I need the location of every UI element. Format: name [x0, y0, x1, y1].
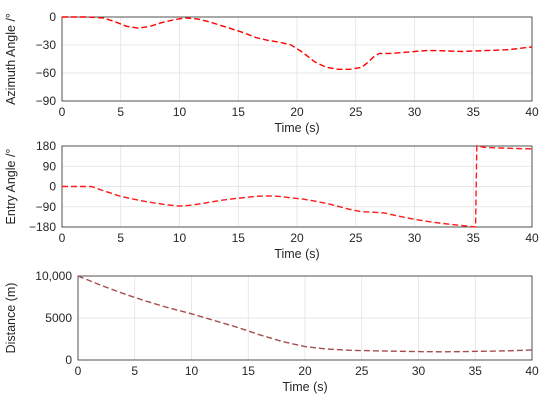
- y-tick-label: −90: [36, 94, 57, 108]
- x-tick-label: 40: [525, 364, 539, 378]
- azimuth-x-axis-label: Time (s): [274, 121, 319, 135]
- x-tick-label: 20: [290, 105, 304, 119]
- x-tick-label: 5: [117, 105, 124, 119]
- x-tick-label: 20: [290, 231, 304, 245]
- x-tick-label: 20: [298, 364, 312, 378]
- x-tick-label: 10: [173, 231, 187, 245]
- x-tick-label: 30: [408, 105, 422, 119]
- azimuth-series: [62, 16, 533, 70]
- azimuth-gridlines: [62, 17, 532, 101]
- distance-y-axis-label: Distance (m): [4, 283, 18, 354]
- x-tick-label: 25: [349, 105, 363, 119]
- y-tick-label: 180: [36, 139, 56, 153]
- y-tick-label: −30: [36, 38, 57, 52]
- y-tick-label: −90: [36, 200, 57, 214]
- distance-x-ticks: 0 5 10 15 20 25 30 35 40: [75, 364, 539, 378]
- series-line: [62, 145, 533, 228]
- x-tick-label: 10: [173, 105, 187, 119]
- x-tick-label: 15: [232, 105, 246, 119]
- azimuth-y-axis-label: Azimuth Angle /°: [4, 13, 18, 105]
- entry-gridlines: [62, 146, 532, 227]
- entry-y-axis-label: Entry Angle /°: [4, 149, 18, 225]
- series-line: [77, 275, 533, 353]
- y-tick-label: 0: [65, 353, 72, 367]
- x-tick-label: 5: [131, 364, 138, 378]
- x-tick-label: 0: [75, 364, 82, 378]
- azimuth-plot-frame: [61, 16, 533, 102]
- y-tick-label: 10,000: [35, 269, 72, 283]
- distance-plot-frame: [77, 275, 533, 361]
- entry-series: [62, 145, 533, 228]
- azimuth-angle-chart: 0 5 10 15 20 25 30 35 40 0 −30 −60 −90 Time (s) Azi…: [4, 10, 539, 135]
- y-tick-label: −60: [36, 66, 57, 80]
- x-tick-label: 0: [59, 231, 66, 245]
- entry-y-ticks: 180 90 0 −90 −180: [29, 139, 56, 234]
- x-tick-label: 25: [355, 364, 369, 378]
- distance-gridlines: [78, 276, 532, 360]
- x-tick-label: 35: [467, 105, 481, 119]
- y-tick-label: 90: [43, 159, 57, 173]
- x-tick-label: 15: [232, 231, 246, 245]
- distance-y-ticks: 10,000 5000 0: [35, 269, 72, 367]
- x-tick-label: 25: [349, 231, 363, 245]
- x-tick-label: 5: [117, 231, 124, 245]
- distance-chart: 0 5 10 15 20 25 30 35 40 10,000 5000 0 Time (s) Di…: [4, 269, 539, 394]
- y-tick-label: 0: [49, 10, 56, 24]
- x-tick-label: 10: [185, 364, 199, 378]
- x-tick-label: 35: [467, 231, 481, 245]
- azimuth-y-ticks: 0 −30 −60 −90: [36, 10, 57, 108]
- x-tick-label: 40: [525, 231, 539, 245]
- y-tick-label: −180: [29, 220, 56, 234]
- azimuth-x-ticks: 0 5 10 15 20 25 30 35 40: [59, 105, 539, 119]
- entry-x-ticks: 0 5 10 15 20 25 30 35 40: [59, 231, 539, 245]
- x-tick-label: 30: [412, 364, 426, 378]
- x-tick-label: 30: [408, 231, 422, 245]
- distance-x-axis-label: Time (s): [282, 380, 327, 394]
- entry-x-axis-label: Time (s): [274, 247, 319, 261]
- x-tick-label: 15: [242, 364, 256, 378]
- x-tick-label: 0: [59, 105, 66, 119]
- distance-series: [77, 275, 533, 353]
- y-tick-label: 5000: [45, 311, 72, 325]
- x-tick-label: 35: [469, 364, 483, 378]
- y-tick-label: 0: [49, 180, 56, 194]
- x-tick-label: 40: [525, 105, 539, 119]
- series-line: [62, 16, 533, 70]
